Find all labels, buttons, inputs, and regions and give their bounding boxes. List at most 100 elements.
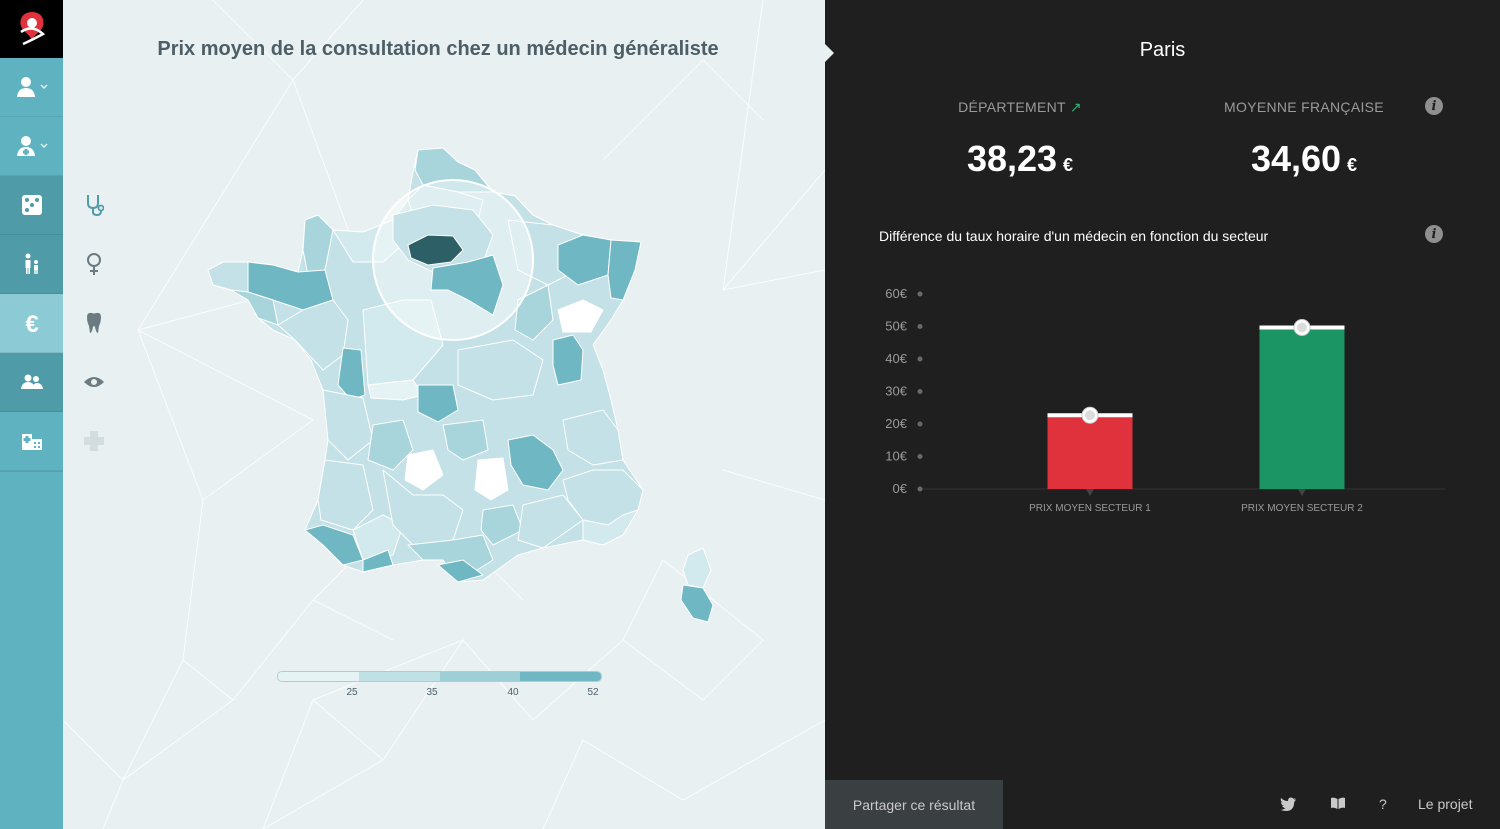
legend-tick-1: 25	[346, 687, 358, 698]
plus-icon	[84, 431, 104, 451]
y-tick-label: 10€	[885, 449, 907, 464]
share-result-button[interactable]: Partager ce résultat	[825, 780, 1003, 829]
region-jura	[552, 334, 584, 386]
map-panel: Prix moyen de la consultation chez un mé…	[63, 0, 825, 829]
corsica-north	[682, 547, 712, 589]
map-regions[interactable]	[207, 147, 714, 623]
ile-de-france-regions[interactable]	[392, 204, 504, 316]
department-label-text: DÉPARTEMENT	[958, 99, 1066, 115]
y-tick-label: 0€	[893, 481, 908, 496]
region-loiret	[367, 379, 424, 401]
legend-segment-4	[520, 672, 601, 681]
department-currency: €	[1063, 155, 1074, 175]
selected-city: Paris	[1139, 39, 1186, 61]
app-logo[interactable]	[0, 0, 63, 58]
region-haute-marne	[514, 284, 554, 341]
chart-title: Différence du taux horaire d'un médecin …	[879, 228, 1269, 244]
methodology-link[interactable]	[1330, 797, 1346, 813]
sidebar-item-prices[interactable]: €	[0, 294, 63, 353]
category-ophthalmologist[interactable]	[81, 369, 107, 395]
x-category-label: PRIX MOYEN SECTEUR 2	[1241, 503, 1363, 514]
region-puy-de-dome	[474, 457, 509, 501]
stethoscope-icon	[87, 195, 104, 217]
family-icon	[25, 253, 38, 274]
category-general-practitioner[interactable]	[81, 192, 107, 218]
y-tick-dot	[917, 389, 923, 394]
stats-info-icon[interactable]: i	[1425, 97, 1443, 115]
y-tick-dot	[917, 486, 923, 492]
sector-price-chart: 0€ 10€ 20€ 30€ 40€ 50€ 60€ PRIX MOYEN SECTEUR …	[885, 286, 1445, 514]
chart-info-icon[interactable]: i	[1425, 225, 1443, 243]
department-label: DÉPARTEMENT ↗	[900, 99, 1140, 116]
region-cher	[417, 384, 459, 423]
bar-pointer	[1086, 489, 1094, 496]
region-limousin-a	[367, 419, 414, 471]
france-average-value: 34,60 €	[1184, 138, 1424, 180]
sidebar-item-population[interactable]	[0, 353, 63, 412]
region-rhone	[507, 434, 564, 491]
sidebar-item-patient[interactable]	[0, 58, 63, 117]
bar-sector-2[interactable]	[1259, 326, 1345, 490]
france-average-number: 34,60	[1250, 138, 1342, 179]
help-link[interactable]: ?	[1379, 796, 1387, 812]
region-paris-selected	[407, 234, 464, 266]
sidebar-item-family[interactable]	[0, 235, 63, 294]
legend-tick-3: 40	[507, 687, 519, 698]
sidebar-item-statistics[interactable]	[0, 176, 63, 235]
sidebar-item-doctor[interactable]	[0, 117, 63, 176]
category-other[interactable]	[81, 428, 107, 454]
region-pays-loire	[277, 299, 349, 371]
region-auvergne	[442, 419, 489, 461]
panel-pointer	[825, 44, 834, 62]
doctor-icon	[16, 136, 48, 156]
sidebar-divider	[0, 471, 63, 472]
y-tick-label: 40€	[885, 351, 907, 366]
region-pyrenees	[362, 549, 394, 573]
category-dentist[interactable]	[81, 310, 107, 336]
bar-handle-inner	[1297, 322, 1307, 333]
trend-up-icon: ↗	[1069, 99, 1082, 115]
patient-icon	[16, 77, 48, 97]
main-sidebar: €	[0, 0, 63, 829]
tooth-icon	[87, 312, 101, 333]
department-value: 38,23 €	[900, 138, 1140, 180]
legend-segment-2	[358, 672, 440, 681]
twitter-link[interactable]	[1280, 797, 1296, 814]
map-legend-scale	[277, 671, 602, 682]
region-bourgogne	[457, 339, 544, 401]
chart-bars	[1047, 319, 1345, 496]
legend-tick-4: 52	[587, 687, 599, 698]
corsica-south	[680, 584, 714, 623]
bar-sector-1[interactable]	[1047, 414, 1133, 489]
region-provence	[517, 494, 584, 549]
y-tick-dot	[917, 324, 923, 329]
twitter-icon	[1280, 797, 1296, 811]
y-tick-dot	[917, 454, 923, 459]
category-gynecologist[interactable]	[81, 251, 107, 277]
x-axis-labels: PRIX MOYEN SECTEUR 1 PRIX MOYEN SECTEUR 2	[1029, 503, 1363, 514]
project-link[interactable]: Le projet	[1418, 796, 1473, 812]
eye-icon	[84, 377, 104, 387]
y-tick-dot	[917, 356, 923, 362]
map-title: Prix moyen de la consultation chez un mé…	[157, 38, 719, 60]
legend-segment-1	[278, 672, 359, 681]
female-icon	[87, 253, 101, 275]
y-tick-label: 30€	[885, 384, 907, 399]
france-map[interactable]	[63, 0, 825, 829]
region-doubs	[557, 299, 604, 333]
y-axis: 0€ 10€ 20€ 30€ 40€ 50€ 60€	[885, 286, 923, 496]
bar-handle-inner	[1085, 410, 1095, 421]
region-poitou	[322, 389, 374, 461]
department-value-number: 38,23	[966, 138, 1058, 179]
x-category-label: PRIX MOYEN SECTEUR 1	[1029, 503, 1151, 514]
book-icon	[1331, 797, 1345, 809]
region-limousin-b	[404, 449, 444, 491]
sidebar-item-hospitals[interactable]	[0, 412, 63, 471]
euro-icon: €	[25, 311, 38, 336]
region-alsace	[607, 239, 642, 301]
france-average-label: MOYENNE FRANÇAISE	[1224, 99, 1384, 115]
legend-segment-3	[439, 672, 521, 681]
region-cote-azur	[582, 509, 639, 546]
dice-icon	[21, 195, 42, 215]
info-panel: Paris DÉPARTEMENT ↗ 38,23 € MOYENNE FRANÇ…	[825, 0, 1500, 829]
